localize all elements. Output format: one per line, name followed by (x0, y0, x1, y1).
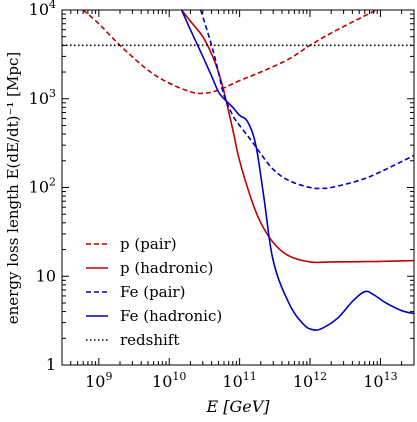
legend-label: p (hadronic) (120, 259, 213, 277)
series-line-2 (199, 10, 414, 190)
series-line-1 (180, 10, 414, 264)
x-tick-label: 1011 (222, 370, 256, 391)
series-line-3 (180, 10, 414, 331)
y-tick-label: 1 (46, 355, 56, 374)
x-tick-label: 109 (85, 370, 112, 391)
y-tick-label: 102 (29, 176, 56, 197)
y-tick-label: 103 (29, 87, 56, 108)
y-axis-label: energy loss length E(dE/dt)⁻¹ [Mpc] (4, 52, 22, 324)
x-tick-label: 1013 (363, 370, 397, 391)
legend-label: p (pair) (120, 235, 177, 253)
legend-label: Fe (hadronic) (120, 307, 222, 325)
y-tick-label: 10 (36, 266, 56, 285)
legend-label: redshift (120, 331, 179, 349)
y-tick-label: 104 (29, 0, 56, 19)
plot-frame (61, 9, 415, 366)
series-line-0 (82, 10, 379, 95)
x-tick-label: 1012 (293, 370, 327, 391)
x-tick-label: 1010 (152, 370, 186, 391)
x-axis-label: E [GeV] (205, 397, 270, 416)
legend-label: Fe (pair) (120, 283, 185, 301)
